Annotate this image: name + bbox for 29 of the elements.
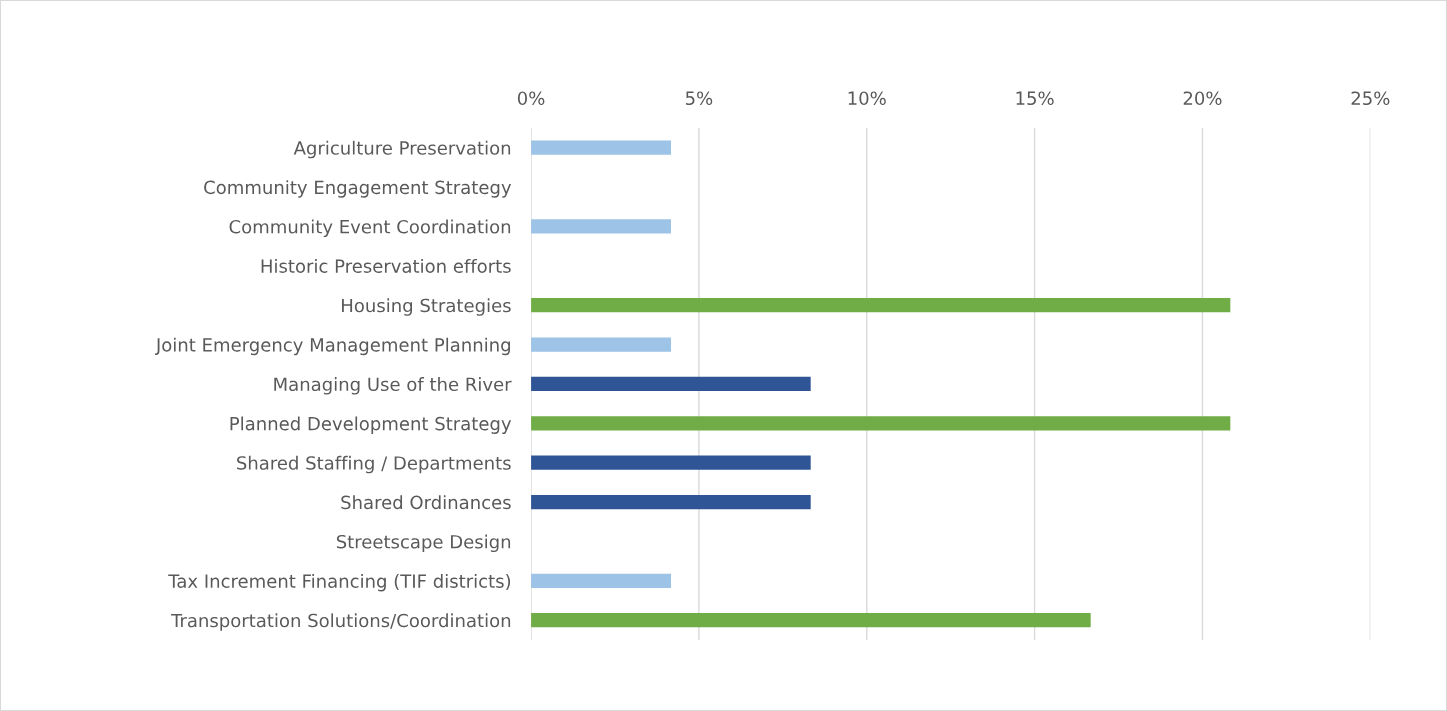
bar: [531, 455, 811, 470]
y-tick-label: Shared Ordinances: [341, 495, 511, 510]
bar: [531, 416, 1231, 431]
y-tick-label: Managing Use of the River: [274, 377, 512, 395]
x-tick-label: 25%: [1351, 91, 1390, 106]
y-tick-label: Community Event Coordination: [229, 219, 511, 238]
y-tick-label: Historic Preservation efforts: [261, 258, 511, 273]
y-tick-label: Housing Strategies: [342, 298, 511, 316]
bar: [531, 573, 672, 588]
y-tick-label: Transportation Solutions/Coordination: [171, 613, 511, 631]
bar: [531, 494, 811, 510]
y-tick-label: Planned Development Strategy: [230, 416, 512, 434]
x-tick-label: 5%: [685, 91, 713, 106]
y-tick-label: Shared Staffing / Departments: [237, 455, 511, 474]
bar: [531, 613, 1091, 628]
y-tick-label: Streetscape Design: [336, 534, 511, 553]
y-tick-label: Tax Increment Financing (TIF districts): [168, 573, 511, 592]
x-tick-label: 15%: [1016, 91, 1054, 106]
bar: [531, 140, 672, 155]
bar: [531, 337, 672, 352]
bar: [531, 376, 811, 392]
bar: [531, 298, 1231, 313]
x-tick-label: 10%: [848, 91, 886, 106]
x-tick-label: 0%: [517, 91, 545, 106]
y-tick-label: Community Engagement Strategy: [204, 180, 512, 198]
bar: [531, 219, 672, 234]
y-tick-label: Joint Emergency Management Planning: [154, 337, 510, 356]
x-tick-label: 20%: [1183, 91, 1222, 106]
y-tick-label: Agriculture Preservation: [293, 140, 511, 159]
